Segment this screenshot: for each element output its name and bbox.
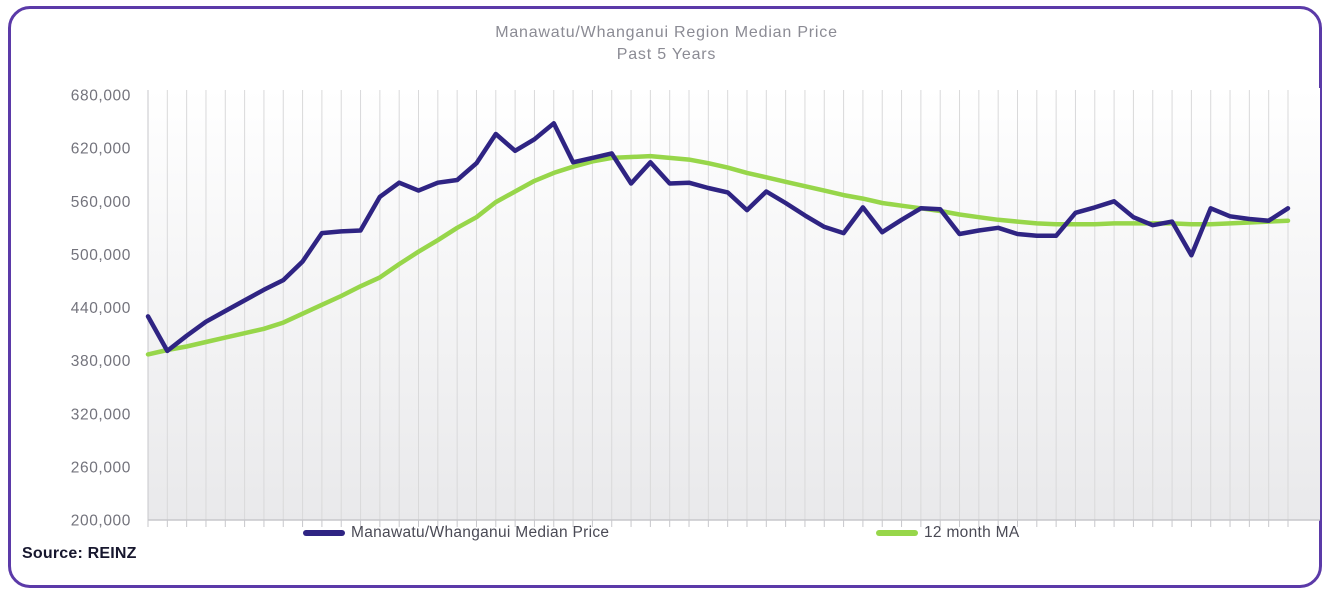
svg-text:200,000: 200,000 — [71, 513, 131, 530]
source-credit: Source: REINZ — [22, 545, 137, 562]
ma-12-month-line — [145, 153, 1291, 357]
svg-text:680,000: 680,000 — [71, 88, 131, 105]
chart-title-block: Manawatu/Whanganui Region Median Price P… — [0, 22, 1333, 66]
svg-text:380,000: 380,000 — [71, 353, 131, 370]
svg-text:500,000: 500,000 — [71, 247, 131, 264]
chart-subtitle: Past 5 Years — [616, 46, 717, 63]
svg-text:260,000: 260,000 — [71, 459, 131, 476]
month-gridlines — [147, 90, 1289, 527]
y-axis-labels: 200,000 260,000 320,000 380,000 440,000 500,0… — [71, 88, 131, 530]
legend-label-12-month-ma: 12 month MA — [924, 524, 1020, 541]
legend-label-median-price: Manawatu/Whanganui Median Price — [351, 524, 610, 541]
legend-item-12-month-ma: 12 month MA — [876, 523, 1019, 543]
median-price-line — [145, 121, 1291, 354]
plot-background — [148, 88, 1320, 520]
legend-swatch-12-month-ma-icon — [876, 530, 918, 536]
svg-text:440,000: 440,000 — [71, 300, 131, 317]
chart-title: Manawatu/Whanganui Region Median Price — [495, 24, 838, 41]
legend-item-median-price: Manawatu/Whanganui Median Price — [303, 523, 609, 543]
svg-text:560,000: 560,000 — [71, 194, 131, 211]
svg-text:620,000: 620,000 — [71, 141, 131, 158]
svg-text:320,000: 320,000 — [71, 406, 131, 423]
legend-swatch-median-price-icon — [303, 530, 345, 536]
chart-legend: Manawatu/Whanganui Median Price 12 month… — [0, 523, 1333, 543]
